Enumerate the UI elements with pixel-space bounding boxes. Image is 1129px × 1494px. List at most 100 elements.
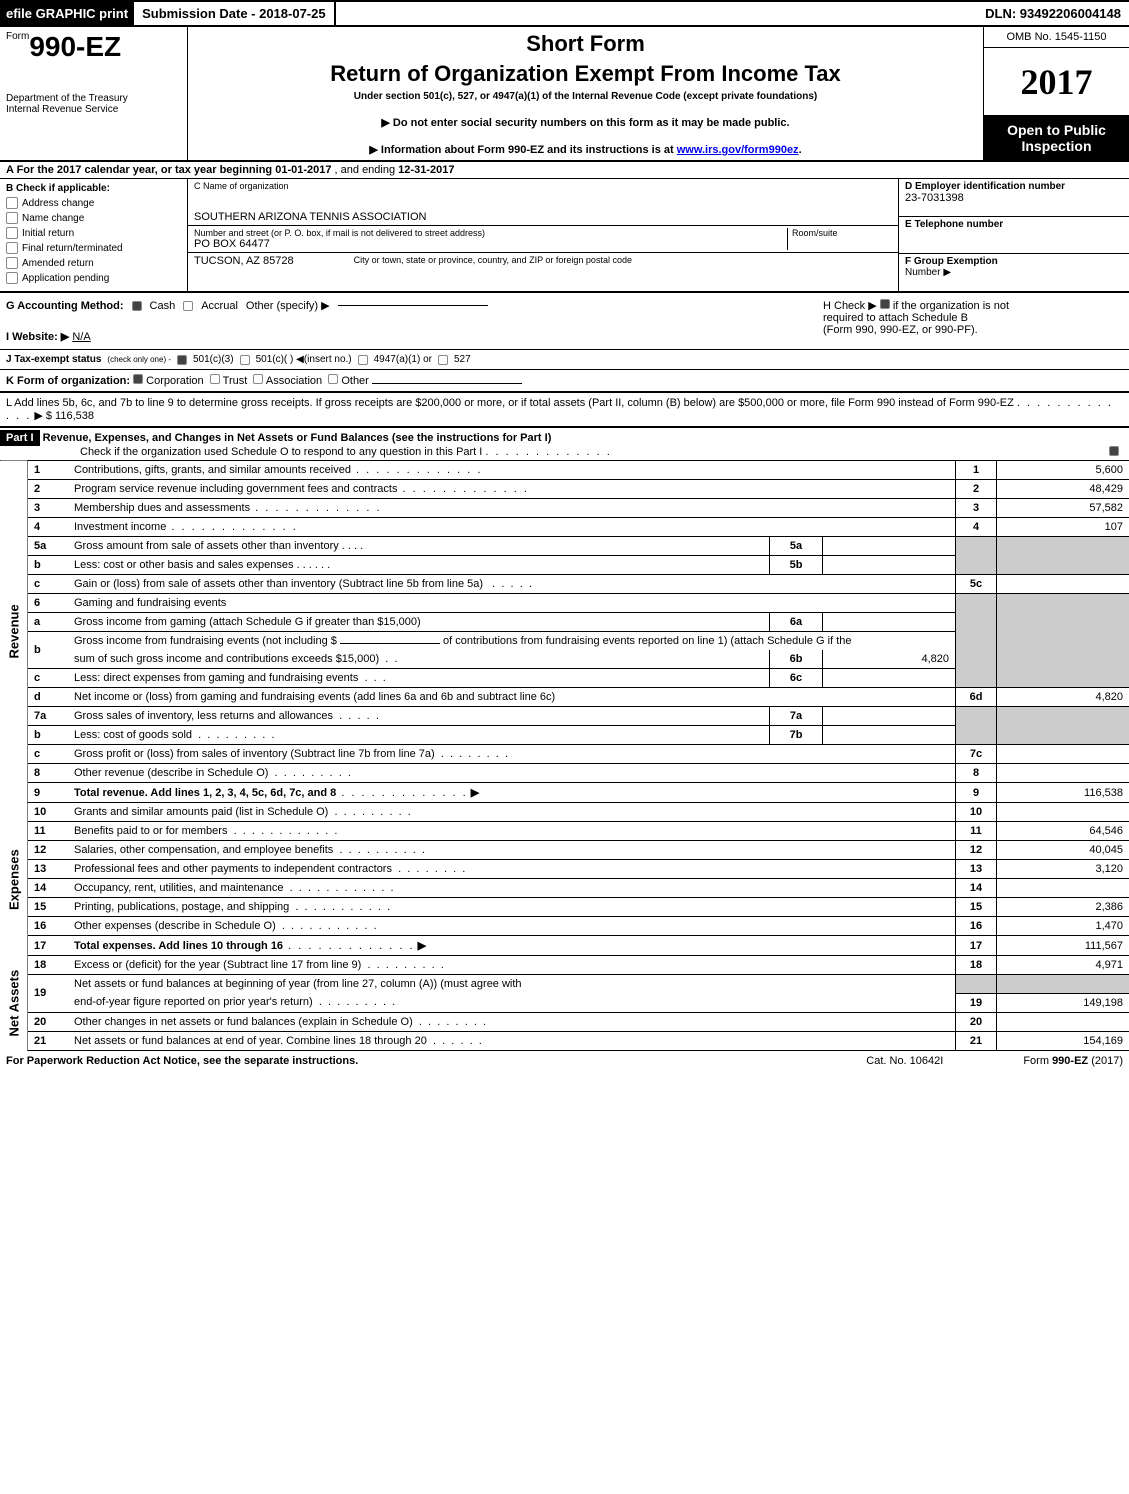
dept-line-1: Department of the Treasury <box>6 93 181 104</box>
h-pre: H Check ▶ <box>823 300 877 312</box>
part1-check-line: Check if the organization used Schedule … <box>80 446 482 458</box>
dept-line-2: Internal Revenue Service <box>6 104 181 115</box>
ln17-desc: Total expenses. Add lines 10 through 16 <box>74 940 283 952</box>
ln7ab-greyamt <box>997 707 1129 745</box>
ln6b-desc2: sum of such gross income and contributio… <box>74 653 379 665</box>
part1-title: Revenue, Expenses, and Changes in Net As… <box>43 432 552 444</box>
chk-527[interactable] <box>438 355 448 365</box>
chk-accrual[interactable] <box>183 301 193 311</box>
ln17-amt: 111,567 <box>997 936 1129 956</box>
chk-501c3[interactable] <box>177 355 187 365</box>
ln19-greyamt <box>997 975 1129 994</box>
other-accounting-blank <box>338 305 488 306</box>
lbl-501c: 501(c)( ) ◀(insert no.) <box>256 354 352 365</box>
ln6d-num: d <box>28 688 69 707</box>
irs-link[interactable]: www.irs.gov/form990ez <box>677 144 799 156</box>
ln6b-subref: 6b <box>770 650 823 669</box>
side-expenses: Expenses <box>0 803 28 956</box>
ln15-num: 15 <box>28 898 69 917</box>
short-form-label: Short Form <box>192 31 979 57</box>
part1-badge: Part I <box>0 430 40 446</box>
ln1-desc: Contributions, gifts, grants, and simila… <box>74 464 351 476</box>
ln21-desc: Net assets or fund balances at end of ye… <box>74 1035 427 1047</box>
chk-final-return[interactable] <box>6 242 18 254</box>
ln14-desc: Occupancy, rent, utilities, and maintena… <box>74 882 284 894</box>
gh-row: G Accounting Method: Cash Accrual Other … <box>0 293 1129 350</box>
ln5b-num: b <box>28 556 69 575</box>
section-b-label: B Check if applicable: <box>6 183 181 194</box>
lbl-accrual: Accrual <box>201 300 238 312</box>
chk-cash[interactable] <box>132 301 142 311</box>
ln12-ref: 12 <box>956 841 997 860</box>
ln7a-num: 7a <box>28 707 69 726</box>
chk-address-change[interactable] <box>6 197 18 209</box>
ein-value: 23-7031398 <box>905 192 1123 204</box>
ln10-num: 10 <box>28 803 69 822</box>
ln8-desc: Other revenue (describe in Schedule O) <box>74 767 268 779</box>
ln4-amt: 107 <box>997 518 1129 537</box>
ln5b-desc: Less: cost or other basis and sales expe… <box>74 559 294 571</box>
ln6c-subval <box>823 669 956 688</box>
ln15-desc: Printing, publications, postage, and shi… <box>74 901 289 913</box>
section-c-org-info: C Name of organization SOUTHERN ARIZONA … <box>188 179 898 291</box>
ln6d-ref: 6d <box>956 688 997 707</box>
ln5a-subval <box>823 537 956 556</box>
chk-trust[interactable] <box>210 374 220 384</box>
ln19-desc: Net assets or fund balances at beginning… <box>74 978 522 990</box>
ln19-greyref <box>956 975 997 994</box>
chk-application-pending[interactable] <box>6 272 18 284</box>
ln9-num: 9 <box>28 783 69 803</box>
chk-501c[interactable] <box>240 355 250 365</box>
ln10-ref: 10 <box>956 803 997 822</box>
chk-association[interactable] <box>253 374 263 384</box>
end-date: 12-31-2017 <box>398 164 454 176</box>
lbl-4947: 4947(a)(1) or <box>374 354 432 365</box>
ln7c-num: c <box>28 745 69 764</box>
ln18-amt: 4,971 <box>997 956 1129 975</box>
ln20-amt <box>997 1012 1129 1031</box>
ln7c-desc: Gross profit or (loss) from sales of inv… <box>74 748 435 760</box>
ln7b-subref: 7b <box>770 726 823 745</box>
ln10-desc: Grants and similar amounts paid (list in… <box>74 806 328 818</box>
chk-amended-return[interactable] <box>6 257 18 269</box>
ln9-ref: 9 <box>956 783 997 803</box>
efile-print-button[interactable]: efile GRAPHIC print <box>0 2 134 25</box>
open-to-public-badge: Open to Public Inspection <box>984 116 1129 160</box>
ln13-desc: Professional fees and other payments to … <box>74 863 392 875</box>
lbl-assoc: Association <box>266 375 322 387</box>
chk-name-change[interactable] <box>6 212 18 224</box>
part1-dots <box>485 446 611 458</box>
ln1-amt: 5,600 <box>997 461 1129 480</box>
ln16-amt: 1,470 <box>997 917 1129 936</box>
right-header-col: OMB No. 1545-1150 2017 Open to Public In… <box>983 27 1129 160</box>
city-value: TUCSON, AZ 85728 <box>194 255 294 267</box>
chk-corporation[interactable] <box>133 374 143 384</box>
top-bar: efile GRAPHIC print Submission Date - 20… <box>0 0 1129 27</box>
ln7a-subval <box>823 707 956 726</box>
side-netassets: Net Assets <box>0 956 28 1051</box>
instruction-line-1: ▶ Do not enter social security numbers o… <box>192 116 979 129</box>
form-header: Form990-EZ Department of the Treasury In… <box>0 27 1129 162</box>
ln3-num: 3 <box>28 499 69 518</box>
ln6c-subref: 6c <box>770 669 823 688</box>
ln11-amt: 64,546 <box>997 822 1129 841</box>
chk-h[interactable] <box>880 299 890 309</box>
ln2-amt: 48,429 <box>997 480 1129 499</box>
ln13-num: 13 <box>28 860 69 879</box>
ln12-amt: 40,045 <box>997 841 1129 860</box>
lbl-name-change: Name change <box>22 213 84 224</box>
ln6a-subval <box>823 613 956 632</box>
chk-other-org[interactable] <box>328 374 338 384</box>
ln4-ref: 4 <box>956 518 997 537</box>
chk-initial-return[interactable] <box>6 227 18 239</box>
omb-number: OMB No. 1545-1150 <box>984 27 1129 48</box>
ln12-desc: Salaries, other compensation, and employ… <box>74 844 333 856</box>
ln9-amt: 116,538 <box>997 783 1129 803</box>
ln16-num: 16 <box>28 917 69 936</box>
ln13-amt: 3,120 <box>997 860 1129 879</box>
lbl-527: 527 <box>454 354 471 365</box>
chk-4947[interactable] <box>358 355 368 365</box>
lbl-final-return: Final return/terminated <box>22 243 123 254</box>
chk-schedule-o[interactable] <box>1109 446 1119 456</box>
part1-header-row: Part I Revenue, Expenses, and Changes in… <box>0 428 1129 461</box>
